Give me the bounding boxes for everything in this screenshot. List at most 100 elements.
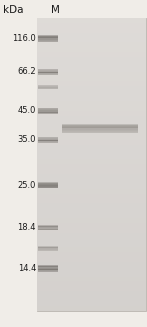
- Bar: [37, 106, 146, 111]
- Bar: [62, 128, 138, 129]
- Bar: [38, 36, 58, 37]
- Bar: [38, 270, 58, 271]
- Bar: [37, 115, 146, 121]
- Bar: [37, 57, 146, 62]
- Bar: [38, 142, 58, 143]
- Bar: [38, 187, 58, 188]
- Bar: [37, 43, 146, 48]
- Bar: [38, 88, 58, 89]
- Bar: [38, 266, 58, 267]
- Text: 25.0: 25.0: [18, 181, 36, 190]
- Bar: [37, 160, 146, 165]
- Bar: [38, 268, 58, 269]
- Bar: [37, 189, 146, 194]
- Bar: [37, 247, 146, 253]
- Bar: [37, 218, 146, 224]
- Bar: [38, 229, 58, 230]
- Bar: [38, 137, 58, 138]
- Bar: [38, 139, 58, 140]
- Bar: [37, 23, 146, 28]
- Bar: [38, 72, 58, 73]
- Bar: [37, 257, 146, 263]
- Bar: [38, 228, 58, 229]
- Bar: [38, 110, 58, 111]
- Bar: [38, 73, 58, 74]
- Bar: [38, 141, 58, 142]
- Bar: [38, 71, 58, 72]
- Bar: [37, 72, 146, 77]
- Bar: [38, 140, 58, 141]
- Bar: [38, 184, 58, 185]
- Bar: [38, 270, 58, 271]
- Bar: [37, 96, 146, 102]
- Bar: [62, 127, 138, 128]
- Bar: [37, 232, 146, 238]
- Bar: [62, 132, 138, 133]
- Bar: [38, 249, 58, 250]
- Bar: [37, 296, 146, 301]
- Bar: [38, 87, 58, 88]
- Text: 18.4: 18.4: [17, 223, 36, 232]
- Bar: [37, 281, 146, 287]
- Bar: [37, 111, 146, 116]
- Bar: [37, 91, 146, 97]
- Bar: [37, 242, 146, 248]
- Bar: [62, 126, 138, 127]
- Bar: [38, 37, 58, 38]
- Bar: [38, 112, 58, 113]
- Bar: [37, 120, 146, 126]
- Bar: [62, 131, 138, 132]
- Bar: [62, 131, 138, 132]
- Text: M: M: [51, 6, 60, 15]
- Bar: [37, 150, 146, 155]
- Bar: [37, 277, 146, 282]
- Bar: [37, 301, 146, 306]
- Bar: [38, 183, 58, 184]
- Bar: [37, 213, 146, 219]
- Bar: [62, 130, 138, 131]
- Bar: [37, 140, 146, 146]
- Bar: [38, 185, 58, 186]
- Bar: [38, 72, 58, 73]
- Bar: [37, 125, 146, 131]
- Bar: [37, 155, 146, 160]
- Bar: [38, 247, 58, 248]
- Bar: [37, 267, 146, 272]
- Bar: [37, 18, 146, 311]
- Bar: [37, 198, 146, 204]
- Bar: [37, 194, 146, 199]
- Bar: [37, 208, 146, 214]
- Bar: [38, 226, 58, 227]
- Bar: [38, 265, 58, 266]
- Bar: [37, 77, 146, 82]
- Text: 35.0: 35.0: [17, 135, 36, 145]
- Bar: [38, 85, 58, 86]
- Bar: [37, 33, 146, 38]
- Bar: [38, 108, 58, 109]
- Bar: [38, 140, 58, 141]
- Bar: [38, 74, 58, 75]
- Bar: [37, 291, 146, 297]
- Bar: [38, 35, 58, 36]
- Bar: [37, 223, 146, 228]
- Bar: [62, 129, 138, 130]
- Text: 66.2: 66.2: [17, 67, 36, 77]
- Bar: [38, 138, 58, 139]
- Bar: [38, 39, 58, 40]
- Bar: [38, 186, 58, 187]
- Text: 116.0: 116.0: [12, 34, 36, 43]
- Bar: [62, 130, 138, 131]
- Bar: [38, 266, 58, 267]
- Bar: [37, 130, 146, 136]
- Bar: [37, 62, 146, 67]
- Bar: [37, 272, 146, 277]
- Bar: [37, 47, 146, 53]
- Bar: [38, 225, 58, 226]
- Bar: [37, 67, 146, 72]
- Bar: [38, 250, 58, 251]
- Bar: [38, 40, 58, 41]
- Bar: [37, 237, 146, 243]
- Bar: [37, 101, 146, 107]
- Bar: [38, 111, 58, 112]
- Bar: [38, 271, 58, 272]
